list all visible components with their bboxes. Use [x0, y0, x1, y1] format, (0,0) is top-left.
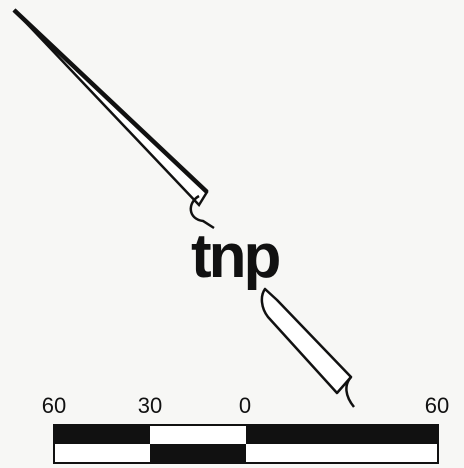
scale-segment-bottom-3 — [246, 444, 438, 463]
center-label: tnp — [191, 222, 280, 291]
scale-label-right-60: 60 — [425, 393, 449, 418]
scale-label-left-60: 60 — [42, 393, 66, 418]
upper-blade — [12, 8, 215, 230]
scale-bar-border — [53, 424, 439, 464]
scale-label-30: 30 — [138, 393, 162, 418]
scale-segment-top-1 — [54, 425, 150, 444]
upper-blade-thick-edge — [12, 8, 209, 194]
scale-bar — [53, 424, 439, 464]
scale-segment-bottom-2 — [150, 444, 246, 463]
scale-segment-bottom-1 — [54, 444, 150, 463]
lower-blade — [260, 287, 355, 408]
scale-segment-top-2 — [150, 425, 246, 444]
scale-labels: 60 30 0 60 — [42, 393, 449, 418]
lower-blade-outline — [260, 287, 353, 395]
scale-segment-top-3 — [246, 425, 438, 444]
scale-label-0: 0 — [239, 393, 251, 418]
upper-blade-hook — [189, 194, 215, 230]
lower-blade-tip — [345, 376, 355, 408]
